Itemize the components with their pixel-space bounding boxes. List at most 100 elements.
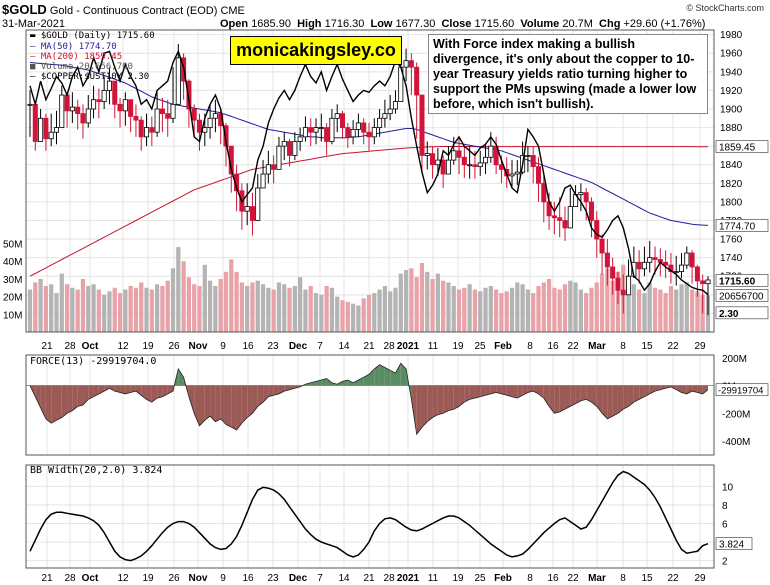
candle-body [382,113,388,119]
x-tick-label-bottom: 8 [620,573,626,584]
volume-bar [372,293,377,332]
candle-body [366,131,372,138]
force-area-segment [485,385,491,396]
force-area-segment [51,385,57,424]
x-tick-label-top: 14 [338,341,350,352]
candle-body [355,122,361,130]
candle-body [599,238,605,254]
volume-bar [594,282,599,332]
x-tick-label-top: 26 [168,341,180,352]
force-area-segment [570,385,576,407]
volume-bar [483,287,488,332]
volume-bar [605,268,610,332]
x-tick-label-bottom: Feb [494,573,512,584]
volume-bar [472,289,478,332]
force-area-segment [416,385,422,435]
force-area-segment [676,385,682,393]
x-tick-label-top: 19 [452,341,464,352]
panel-frame-1 [25,354,715,456]
volume-bar [552,287,557,332]
volume-bar [96,289,101,332]
volume-bar [700,294,705,332]
candle-body [419,94,425,156]
force-area-segment [268,385,274,397]
price-tick-label: 1980 [720,30,743,41]
force-area-segment [602,385,608,419]
header-line-2: 31-Mar-2021 [2,18,65,30]
volume-bar [562,284,568,332]
candle-body [663,261,669,266]
x-tick-label-top: Feb [494,341,512,352]
legend-ma200: — MA(200) 1859.45 [30,52,123,62]
x-tick-label-bottom: 28 [383,573,395,584]
x-tick-label-bottom: Dec [289,573,308,584]
volume-bar [467,284,472,332]
force-area-segment [146,385,152,403]
force-area-segment [210,385,216,422]
candle-body [461,156,467,166]
force-area-segment [56,385,62,421]
volume-bar [218,278,223,332]
x-tick-label-bottom: 23 [267,573,279,584]
candle-body [467,164,473,167]
force-area-segment [464,385,470,403]
volume-bar [43,286,49,332]
force-area-segment [215,385,221,422]
candle-body [578,192,584,195]
candle-body [138,119,144,138]
candle-body [403,60,409,68]
candle-body [69,106,75,112]
x-tick-label-bottom: 26 [168,573,180,584]
volume-tick-label: 20M [3,293,22,304]
volume-value-tag-box [715,289,769,302]
volume-bar [107,291,112,332]
force-value-tag-box [715,383,769,397]
volume-bar [568,280,573,332]
candle-body [144,127,150,138]
force-area-segment [596,385,603,414]
force-area-segment [681,385,687,394]
volume-label: Volume [520,18,560,30]
volume-tick-label: 30M [3,275,22,286]
open-value: 1685.90 [251,18,291,30]
force-area-segment [623,385,629,410]
chg-label: Chg [599,18,621,30]
x-tick-label-bottom: 21 [41,573,53,584]
force-area-segment [114,385,121,393]
force-area-segment [549,385,555,414]
force-area-segment [432,385,438,418]
panel-frame-0 [25,29,715,333]
candle-body [106,80,112,91]
force-area-segment [374,364,380,386]
x-tick-label-bottom: 25 [474,573,486,584]
candle-body [387,108,393,115]
volume-bar [446,282,451,332]
candle-body [101,90,107,102]
candle-body [292,141,298,156]
ma200-value-tag-box [715,140,769,153]
candle-body [361,122,367,133]
candle-body [265,164,271,175]
x-tick-label-top: 15 [641,341,653,352]
force-area-segment [559,385,565,412]
price-tick-label: 1840 [720,160,743,171]
force-area-segment [310,381,317,386]
candle-body [408,60,414,68]
volume-bar [499,293,504,332]
volume-bar [91,284,96,332]
candle-body [472,164,478,167]
candle-body [80,113,86,124]
legend-ma50: — MA(50) 1774.70 [30,42,117,52]
x-tick-label-bottom: Nov [189,573,208,584]
ma200-line [29,146,708,277]
candle-body [583,192,589,203]
volume-bar [313,293,319,332]
volume-bar [631,284,636,332]
candle-body [509,173,515,177]
volume-bar [403,270,409,332]
volume-bar [70,287,75,332]
candle-body [85,108,91,124]
force-tick-label: 200M [722,354,747,365]
low-label: Low [370,18,393,30]
